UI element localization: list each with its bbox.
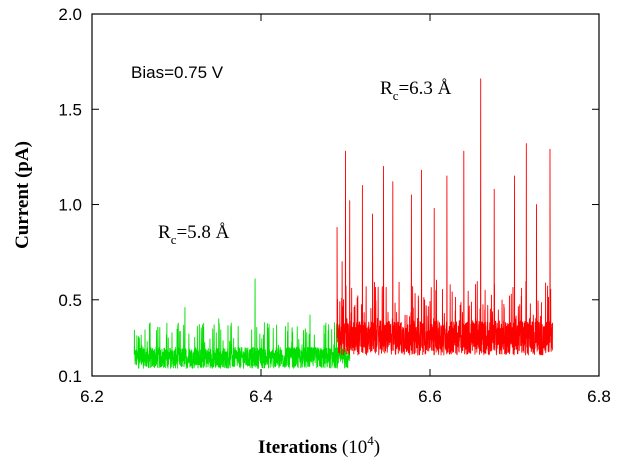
x-axis-title-unit-exp: 4 [367,433,374,448]
annotation-rc-high-sub: c [393,88,399,103]
y-tick-label: 1.0 [58,196,82,215]
annotation-rc-low: Rc=5.8 Å [158,222,230,247]
series-line-rc-6-3 [336,78,553,356]
annotation-rc-low-base: R [158,222,171,243]
series-line-rc-5-8 [133,278,351,369]
x-axis-title-text: Iterations [258,437,337,458]
annotation-rc-low-rest: =5.8 Å [176,222,229,243]
x-tick-label: 6.8 [587,387,611,406]
x-tick-label: 6.2 [80,387,104,406]
annotation-rc-high-rest: =6.3 Å [398,78,451,99]
annotation-bias: Bias=0.75 V [131,63,224,82]
y-tick-label: 0.1 [58,367,82,386]
y-tick-label: 0.5 [58,291,82,310]
x-axis-title: Iterations (104) [258,433,380,458]
annotation-rc-low-sub: c [171,232,177,247]
plot-layer [133,78,553,369]
x-tick-label: 6.4 [249,387,273,406]
annotation-rc-high-base: R [380,78,393,99]
plot-frame [91,13,600,377]
y-tick-label: 1.5 [58,100,82,119]
x-axis-title-unit-open: ( [337,437,348,458]
x-tick-label: 6.6 [418,387,442,406]
tick-layer: 6.2 6.4 6.6 6.8 0.1 0.5 1.0 1.5 2.0 [58,5,610,406]
y-axis-title: Current (pA) [12,141,33,249]
x-axis-title-unit-base: 10 [348,437,367,458]
x-axis-title-unit-close: ) [374,437,380,458]
y-tick-label: 2.0 [58,5,82,24]
annotation-rc-high: Rc=6.3 Å [380,78,452,103]
